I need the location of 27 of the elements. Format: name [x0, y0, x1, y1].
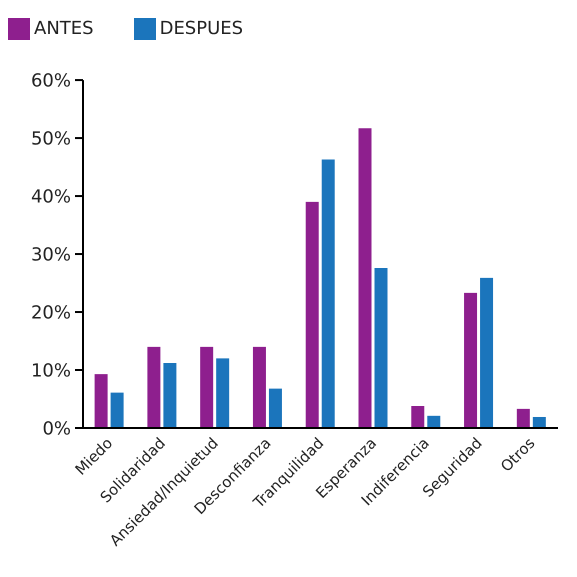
y-tick-label: 40%: [30, 186, 71, 208]
legend-label: DESPUES: [160, 18, 244, 39]
y-tick-label: 20%: [30, 302, 71, 324]
y-tick-label: 0%: [42, 418, 71, 440]
bar: [464, 292, 478, 428]
legend-label: ANTES: [34, 18, 94, 39]
y-tick-label: 50%: [30, 128, 71, 150]
bar: [110, 392, 124, 428]
y-tick-label: 30%: [30, 244, 71, 266]
y-tick-label: 60%: [30, 70, 71, 92]
bar: [268, 388, 282, 428]
bar: [252, 346, 266, 428]
bar: [358, 128, 372, 428]
bar: [411, 406, 424, 428]
bar: [147, 346, 160, 428]
bar: [94, 374, 108, 428]
bar: [200, 346, 214, 428]
bar: [480, 278, 494, 428]
bar: [322, 160, 335, 428]
bar: [532, 416, 546, 428]
bar: [306, 202, 319, 428]
bar: [216, 358, 230, 428]
y-tick-label: 10%: [30, 360, 71, 382]
bar: [427, 416, 440, 428]
bar: [516, 408, 530, 428]
bar: [163, 363, 176, 428]
bar: [374, 268, 388, 428]
